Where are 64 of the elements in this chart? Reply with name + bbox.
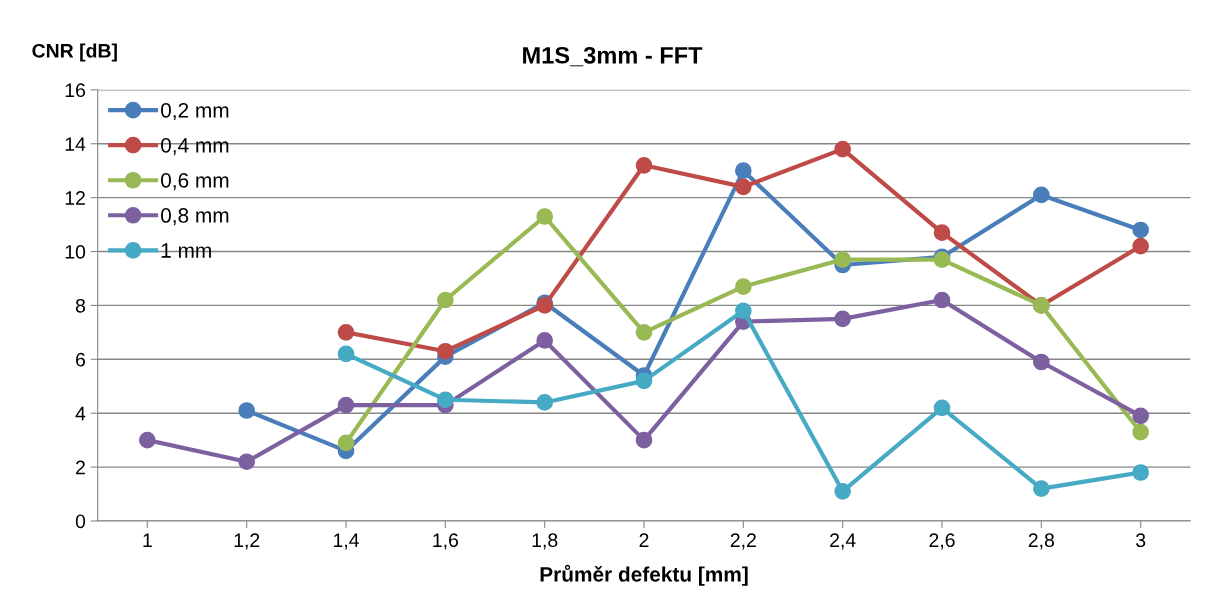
y-tick-label: 6 <box>76 352 86 367</box>
point <box>635 431 653 449</box>
y-tick-label: 16 <box>65 83 86 98</box>
x-tick-label: 2,8 <box>1028 533 1054 550</box>
point <box>1132 464 1149 481</box>
x-tick-label: 2,6 <box>929 533 955 550</box>
legend-label: 0,4 mm <box>161 137 229 156</box>
point <box>735 162 752 180</box>
point <box>238 453 256 471</box>
point <box>834 310 851 328</box>
legend-label: 0,2 mm <box>161 102 229 121</box>
point <box>437 342 454 360</box>
point <box>933 224 951 241</box>
x-tick-label: 3 <box>1135 533 1146 548</box>
point <box>735 302 752 320</box>
point <box>536 394 554 411</box>
point <box>933 399 951 417</box>
point <box>437 391 454 409</box>
point <box>337 345 355 363</box>
legend-label: 0,6 mm <box>161 172 229 191</box>
point <box>1132 407 1149 425</box>
point <box>1132 423 1149 441</box>
chart-title: M1S_3mm - FFT <box>523 46 703 67</box>
point <box>337 434 355 452</box>
y-tick-label: 4 <box>75 406 86 421</box>
x-tick-label: 1,4 <box>333 533 359 550</box>
point <box>635 372 653 390</box>
point <box>536 208 554 225</box>
y-tick-label: 10 <box>65 244 86 259</box>
point <box>834 483 851 500</box>
y-tick-label: 12 <box>65 191 85 205</box>
legend-label: 0,8 mm <box>161 208 229 226</box>
point <box>1032 353 1050 371</box>
y-axis-title: CNR [dB] <box>32 43 117 62</box>
x-tick-label: 1 <box>143 533 152 547</box>
point <box>238 402 256 419</box>
point <box>536 332 554 349</box>
point <box>1032 186 1050 204</box>
point <box>337 324 355 341</box>
point <box>139 431 156 449</box>
point <box>834 140 851 158</box>
point <box>834 251 851 268</box>
x-tick-label: 2 <box>639 533 649 547</box>
y-tick-label: 0 <box>75 514 86 529</box>
point <box>1132 221 1149 239</box>
x-tick-label: 1,6 <box>433 533 458 550</box>
x-axis-title: Průměr defektu [mm] <box>540 564 748 586</box>
x-tick-label: 2,4 <box>830 533 856 550</box>
x-tick-label: 2,2 <box>730 533 756 550</box>
point <box>437 291 454 309</box>
point <box>635 324 653 341</box>
x-tick-label: 1,2 <box>234 533 260 550</box>
point <box>735 278 752 295</box>
point <box>735 178 752 196</box>
y-tick-label: 14 <box>65 137 86 151</box>
y-tick-label: 8 <box>75 298 86 313</box>
point <box>1032 480 1050 497</box>
legend-label: 1 mm <box>161 243 211 258</box>
point <box>1132 237 1149 255</box>
point <box>933 291 951 309</box>
y-tick-label: 2 <box>76 460 85 475</box>
point <box>337 396 355 414</box>
point <box>635 156 653 174</box>
x-tick-label: 1,8 <box>532 533 558 550</box>
